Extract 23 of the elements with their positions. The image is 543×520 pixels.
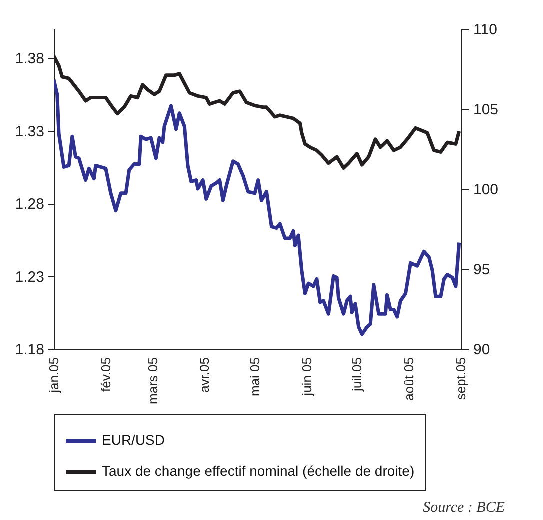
source-note: Source : BCE: [423, 500, 505, 517]
y2-tick-label: 95: [474, 262, 490, 278]
y2-tick-label: 110: [474, 22, 498, 38]
y-tick-label: 1.38: [15, 50, 44, 68]
y2-tick-label: 90: [474, 342, 490, 358]
x-tick-label: jan.05: [46, 358, 62, 394]
line-series: [54, 78, 461, 336]
x-tick-label: juil.05: [350, 358, 365, 392]
x-tick-label: avr.05: [197, 358, 212, 393]
y-tick-label: 1.23: [15, 268, 44, 286]
y-tick-label: 1.33: [15, 123, 44, 140]
legend-label: Taux de change effectif nominal (échelle de droite): [102, 463, 415, 479]
y-tick-label: 1.28: [15, 196, 44, 214]
x-tick-label: mai 05: [247, 358, 262, 397]
x-tick-label: mars 05: [145, 358, 160, 404]
x-tick-label: août 05: [402, 358, 417, 401]
y-tick-label: 1.18: [15, 342, 44, 358]
y2-tick-label: 105: [474, 102, 499, 118]
y2-tick-label: 100: [474, 182, 499, 198]
x-tick-label: fév.05: [98, 358, 114, 392]
legend-label: EUR/USD: [102, 432, 166, 448]
x-tick-label: sept.05: [454, 358, 468, 400]
x-tick-label: juin 05: [299, 358, 314, 397]
